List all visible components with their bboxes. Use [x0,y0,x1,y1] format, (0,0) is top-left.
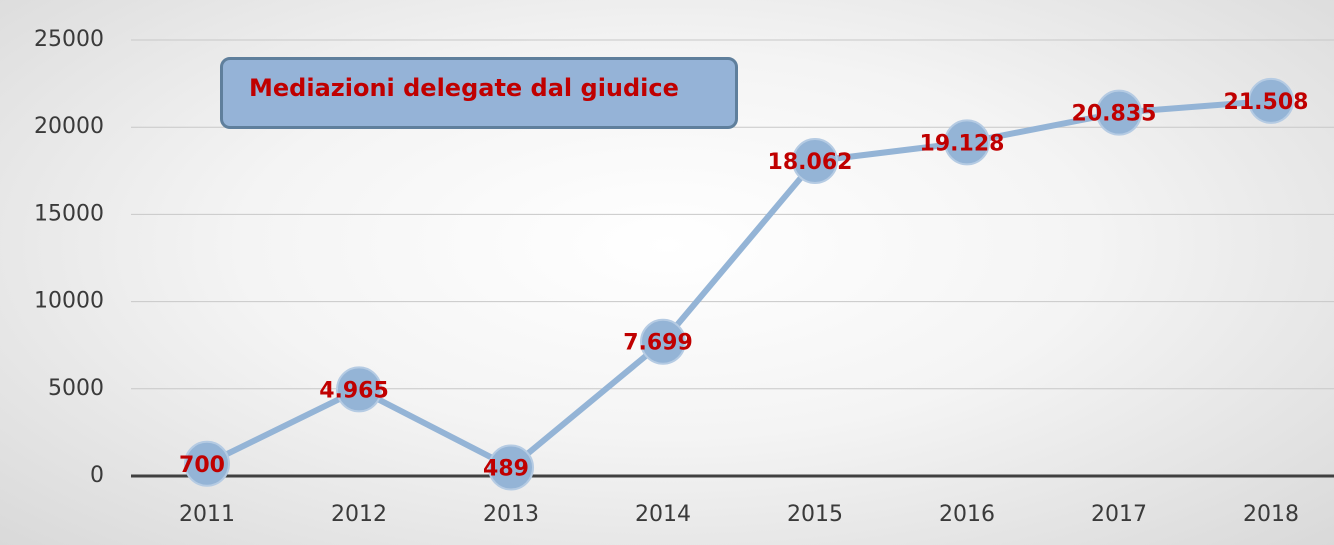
x-tick-label: 2017 [1091,502,1147,527]
data-label: 489 [483,456,529,481]
y-tick-label: 10000 [34,289,104,314]
marker [184,440,230,487]
x-tick-label: 2014 [635,502,691,527]
marker [1096,89,1142,136]
data-label: 18.062 [768,150,853,175]
marker [336,366,382,413]
x-tick-label: 2016 [939,502,995,527]
data-label: 4.965 [319,378,389,403]
x-tick-label: 2018 [1243,502,1299,527]
marker [488,444,534,491]
x-tick-label: 2015 [787,502,843,527]
y-tick-label: 5000 [48,376,104,401]
y-tick-label: 0 [90,463,104,488]
data-label: 21.508 [1224,90,1309,115]
marker [1248,77,1294,124]
chart-title: Mediazioni delegate dal giudice [220,57,738,129]
line [205,97,1272,471]
y-tick-label: 25000 [34,27,104,52]
x-tick-label: 2013 [483,502,539,527]
marker [944,119,990,166]
data-label: 19.128 [920,131,1005,156]
data-label: 7.699 [623,331,693,356]
x-tick-label: 2011 [179,502,235,527]
y-tick-label: 20000 [34,114,104,139]
y-tick-label: 15000 [34,201,104,226]
marker [792,137,838,184]
marker [640,318,686,365]
data-label: 20.835 [1072,102,1157,127]
x-tick-label: 2012 [331,502,387,527]
data-label: 700 [179,453,225,478]
